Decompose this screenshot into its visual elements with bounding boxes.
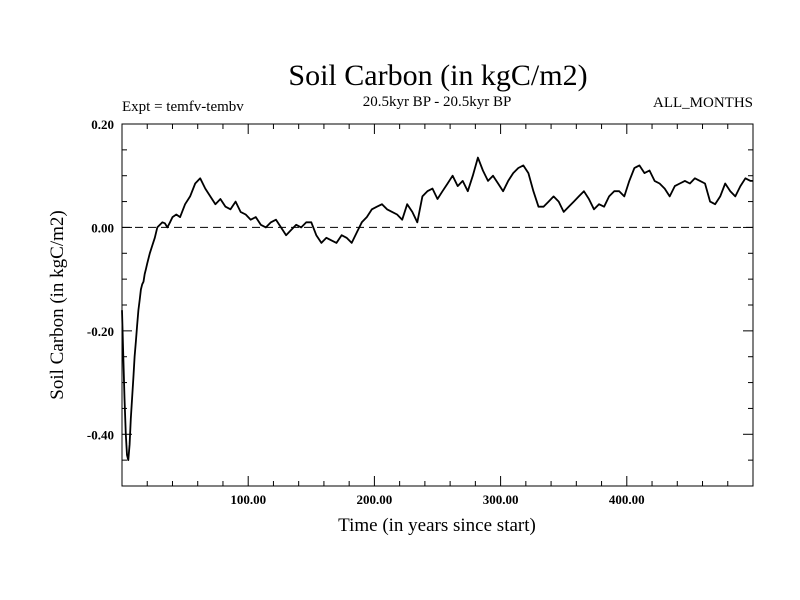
y-tick-label: -0.20 (87, 324, 114, 339)
x-tick-label: 400.00 (609, 492, 645, 507)
plot-area: 100.00 200.00 300.00 400.00 -0.40 -0.20 0.00 0.… (87, 117, 754, 507)
months-label: ALL_MONTHS (653, 95, 753, 111)
y-tick-label: 0.20 (91, 117, 114, 132)
x-axis-label: Time (in years since start) (338, 515, 536, 536)
x-tick-label: 100.00 (230, 492, 266, 507)
time-range-subtitle: 20.5kyr BP - 20.5kyr BP (363, 94, 512, 110)
series-line (121, 156, 753, 461)
x-tick-label: 300.00 (483, 492, 519, 507)
y-tick-label: -0.40 (87, 427, 114, 442)
y-tick-label: 0.00 (91, 220, 114, 235)
x-tick-label: 200.00 (357, 492, 393, 507)
y-axis-label: Soil Carbon (in kgC/m2) (47, 210, 68, 399)
plot-frame (121, 123, 754, 487)
chart-title: Soil Carbon (in kgC/m2) (288, 59, 587, 92)
experiment-label: Expt = temfv-tembv (122, 99, 244, 115)
